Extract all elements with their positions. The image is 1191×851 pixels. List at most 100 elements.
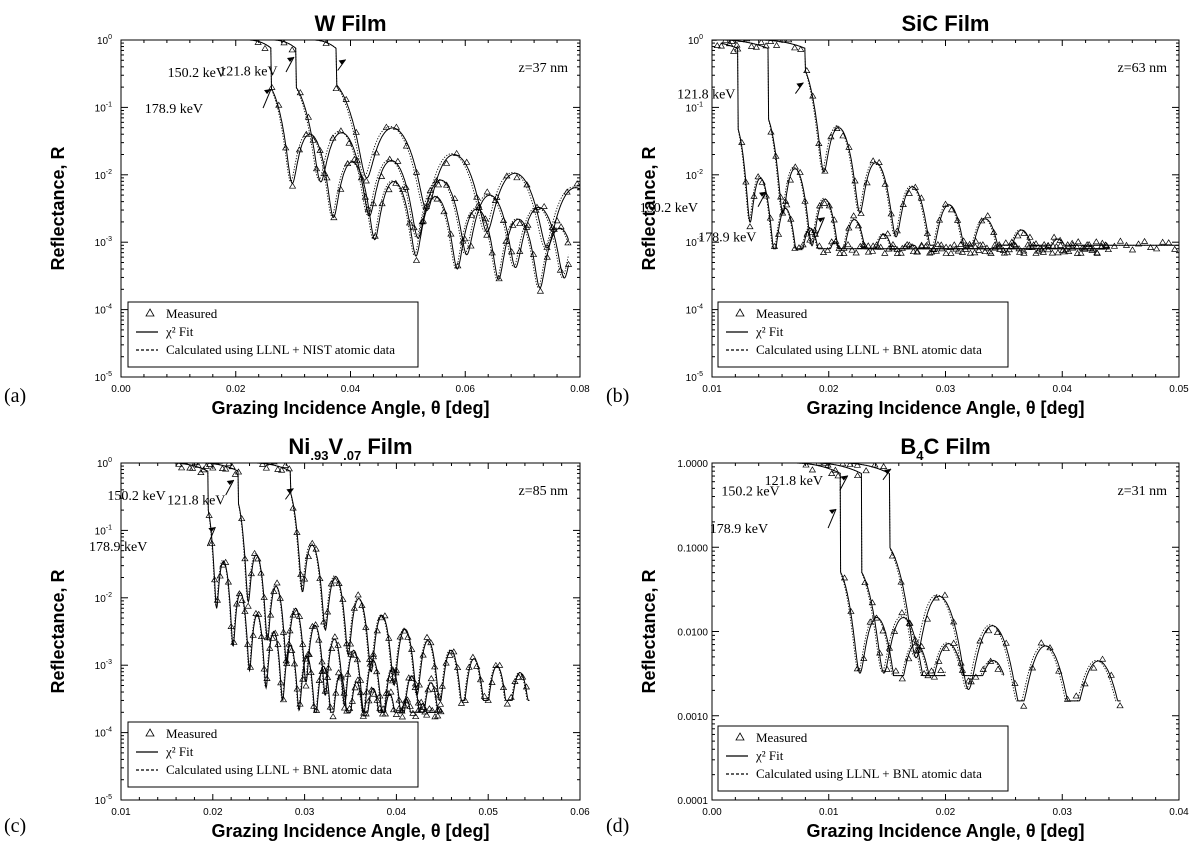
measured-point — [942, 249, 950, 256]
x-tick-label: 0.02 — [203, 807, 223, 818]
fit-curve — [129, 463, 530, 701]
chart-title-main: Film — [361, 434, 412, 459]
measured-point — [427, 639, 435, 646]
measured-point — [405, 219, 414, 226]
measured-point — [1064, 241, 1072, 248]
measured-point — [833, 124, 841, 131]
annotation-arrowhead — [817, 217, 825, 223]
chart-title-main: W Film — [314, 11, 386, 36]
x-tick-label: 0.00 — [702, 807, 722, 818]
measured-point — [329, 134, 337, 141]
annotation-arrow — [285, 56, 295, 73]
measured-point — [1110, 242, 1119, 249]
measured-point — [417, 698, 425, 705]
measured-point — [205, 463, 214, 467]
energy-annotation: 178.9 keV — [89, 540, 147, 555]
measured-point — [889, 240, 897, 247]
measured-point — [766, 214, 774, 221]
measured-point — [315, 676, 323, 683]
y-tick-label: 10-2 — [686, 169, 703, 182]
measured-point — [942, 644, 950, 652]
measured-point — [791, 163, 799, 170]
x-tick-label: 0.04 — [387, 807, 407, 818]
measured-point — [966, 249, 975, 256]
measured-point — [947, 206, 956, 213]
measured-point — [424, 686, 432, 693]
measured-point — [762, 33, 768, 38]
fit-curve — [129, 40, 569, 279]
measured-point — [362, 710, 370, 717]
measured-point — [288, 46, 296, 53]
measured-point — [503, 172, 511, 179]
measured-point — [304, 553, 313, 560]
measured-point — [821, 463, 829, 466]
measured-point — [795, 244, 803, 251]
measured-point — [244, 640, 252, 647]
y-tick-label: 10-4 — [686, 304, 703, 317]
y-tick-label: 10-4 — [95, 304, 112, 317]
energy-annotation: 121.8 keV — [219, 64, 277, 79]
measured-point — [1081, 245, 1089, 252]
measured-point — [845, 143, 853, 150]
measured-point — [532, 206, 540, 213]
chart-title-subscript: .93 — [310, 448, 328, 463]
measured-point — [266, 644, 274, 651]
fit-curve — [720, 463, 1005, 677]
y-axis-label: Reflectance, R — [48, 569, 68, 693]
measured-point — [993, 629, 1002, 636]
measured-point — [258, 463, 267, 467]
measured-point — [488, 249, 496, 256]
measured-point — [419, 651, 427, 658]
y-tick-base: 10 — [95, 373, 107, 384]
y-tick-label: 10-3 — [95, 236, 112, 249]
measured-point — [382, 123, 390, 130]
measured-point — [984, 212, 992, 219]
measured-point — [738, 138, 746, 145]
measured-point — [437, 708, 445, 715]
y-tick-exponent: -5 — [697, 371, 703, 378]
y-tick-exponent: -3 — [106, 659, 112, 666]
measured-point — [905, 241, 913, 248]
measured-point — [343, 640, 351, 647]
measured-point — [430, 686, 439, 693]
legend-label: Calculated using LLNL + BNL atomic data — [166, 762, 392, 777]
measured-point — [872, 614, 881, 621]
measured-point — [950, 241, 958, 248]
measured-point — [350, 604, 358, 611]
measured-point — [301, 655, 310, 662]
measured-point — [1102, 242, 1111, 249]
measured-point — [327, 580, 335, 587]
measured-point — [839, 132, 847, 139]
measured-point — [1153, 245, 1161, 252]
measured-point — [364, 205, 372, 212]
y-tick-exponent: 0 — [699, 34, 703, 41]
measured-point — [249, 631, 257, 638]
measured-point — [328, 644, 336, 651]
measured-point — [1165, 239, 1173, 246]
measured-point — [312, 545, 320, 552]
measured-point — [194, 463, 202, 468]
measured-point — [423, 633, 431, 640]
y-tick-label: 100 — [97, 457, 112, 470]
measured-point — [381, 710, 390, 717]
measured-point — [387, 688, 395, 695]
legend-label: Measured — [756, 730, 808, 745]
measured-point — [256, 456, 262, 461]
measured-point — [235, 590, 244, 597]
y-tick-base: 10 — [95, 594, 107, 605]
measured-point — [941, 200, 950, 207]
measured-point — [746, 223, 754, 230]
y-axis-label: Reflectance, R — [639, 146, 659, 270]
measured-point — [447, 230, 455, 237]
measured-point — [392, 123, 401, 130]
measured-point — [885, 245, 893, 252]
measured-point — [228, 463, 236, 470]
measured-point — [898, 244, 906, 251]
measured-point — [1069, 241, 1077, 248]
measured-point — [1055, 667, 1063, 674]
measured-point — [224, 578, 233, 585]
annotation-arrowhead — [286, 56, 294, 62]
measured-point — [835, 244, 843, 251]
measured-point — [978, 217, 986, 224]
measured-point — [979, 241, 987, 248]
